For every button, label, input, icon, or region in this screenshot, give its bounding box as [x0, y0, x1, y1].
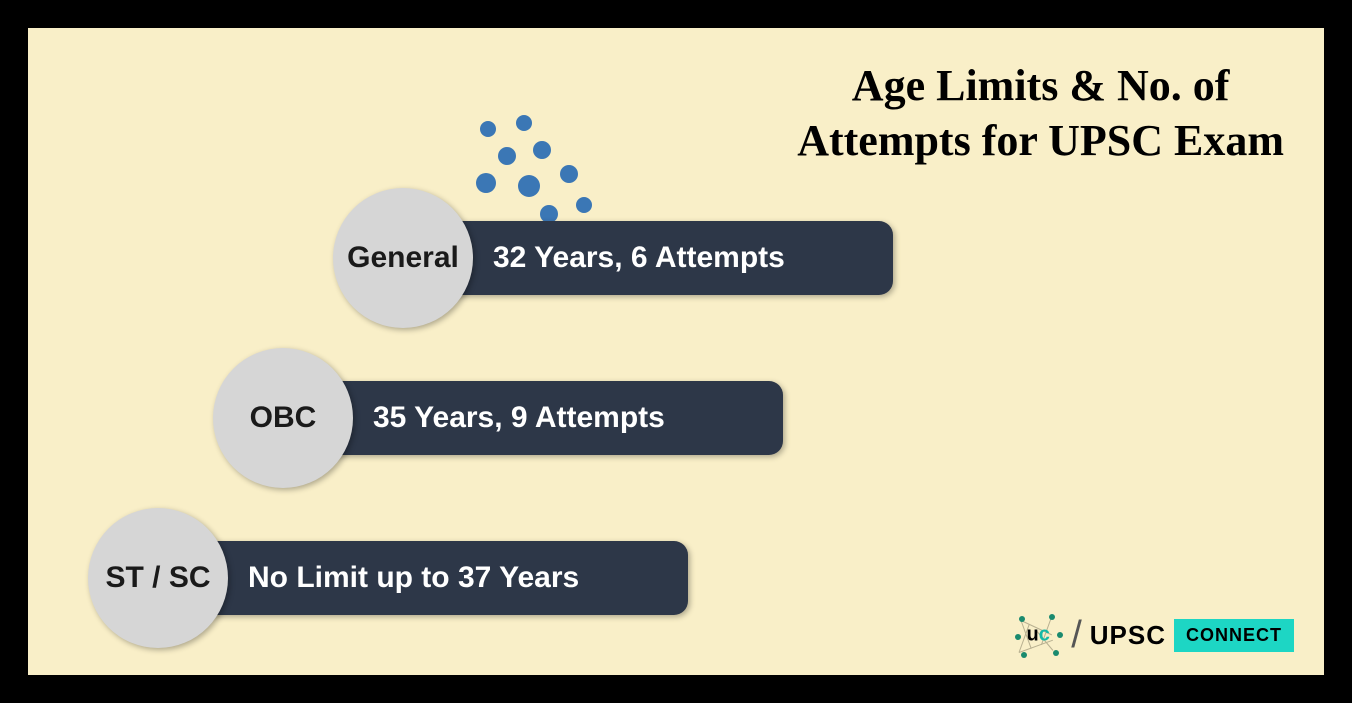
decorative-dot	[560, 165, 578, 183]
decorative-dot	[480, 121, 496, 137]
category-circle-label: General	[333, 188, 473, 328]
category-circle-label: OBC	[213, 348, 353, 488]
logo-u: u	[1027, 624, 1039, 646]
category-info-bar: No Limit up to 37 Years	[158, 541, 688, 615]
category-row: ST / SCNo Limit up to 37 Years	[88, 508, 688, 648]
logo-connect-badge: CONNECT	[1174, 619, 1294, 652]
decorative-dot	[498, 147, 516, 165]
main-title: Age Limits & No. of Attempts for UPSC Ex…	[797, 58, 1284, 168]
logo-upsc-text: UPSC	[1090, 620, 1166, 651]
brand-logo: uc / UPSC CONNECT	[1013, 610, 1294, 660]
logo-uc-text: uc	[1027, 624, 1050, 647]
outer-frame: Age Limits & No. of Attempts for UPSC Ex…	[10, 10, 1342, 693]
category-row: OBC35 Years, 9 Attempts	[213, 348, 783, 488]
category-row: General32 Years, 6 Attempts	[333, 188, 893, 328]
logo-c: c	[1039, 624, 1050, 646]
category-info-bar: 35 Years, 9 Attempts	[283, 381, 783, 455]
logo-separator: /	[1071, 614, 1082, 657]
category-info-bar: 32 Years, 6 Attempts	[403, 221, 893, 295]
inner-frame: Age Limits & No. of Attempts for UPSC Ex…	[28, 28, 1324, 675]
decorative-dot	[516, 115, 532, 131]
title-line-2: Attempts for UPSC Exam	[797, 113, 1284, 168]
decorative-dot	[533, 141, 551, 159]
logo-network-icon: uc	[1013, 610, 1063, 660]
category-circle-label: ST / SC	[88, 508, 228, 648]
title-line-1: Age Limits & No. of	[797, 58, 1284, 113]
